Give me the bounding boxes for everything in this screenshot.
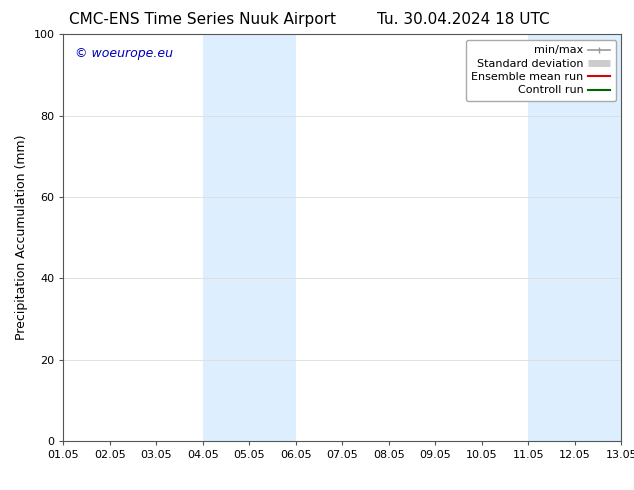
- Text: © woeurope.eu: © woeurope.eu: [75, 47, 172, 59]
- Bar: [203, 34, 296, 441]
- Legend: min/max, Standard deviation, Ensemble mean run, Controll run: min/max, Standard deviation, Ensemble me…: [466, 40, 616, 101]
- Text: Tu. 30.04.2024 18 UTC: Tu. 30.04.2024 18 UTC: [377, 12, 549, 27]
- Text: CMC-ENS Time Series Nuuk Airport: CMC-ENS Time Series Nuuk Airport: [69, 12, 337, 27]
- Y-axis label: Precipitation Accumulation (mm): Precipitation Accumulation (mm): [15, 135, 28, 341]
- Bar: [528, 34, 621, 441]
